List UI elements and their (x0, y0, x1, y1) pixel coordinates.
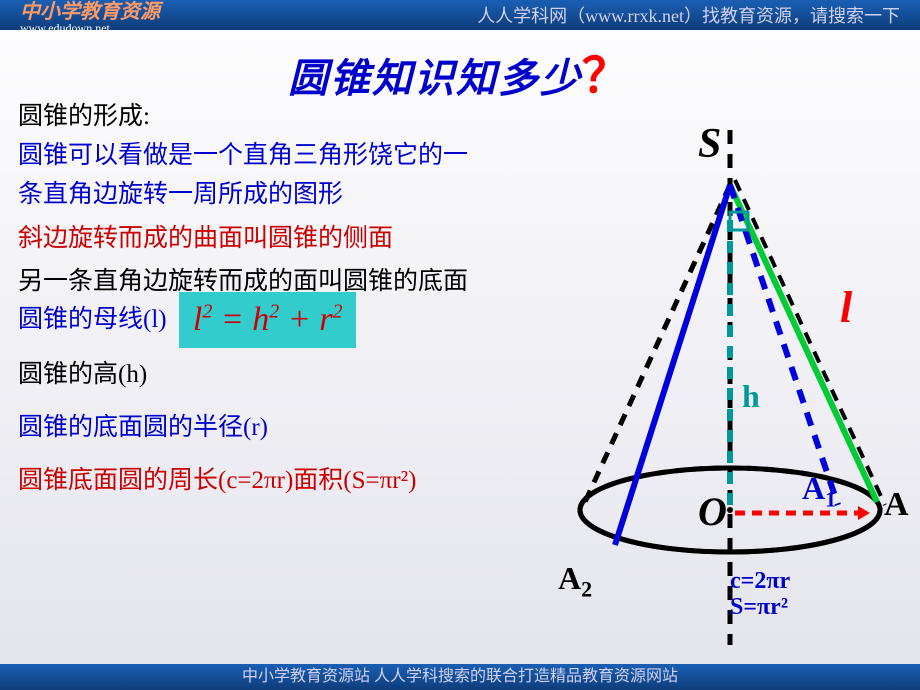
height-label: 圆锥的高(h) (18, 356, 478, 395)
label-l: l (840, 282, 852, 333)
left-slant-dashed (585, 185, 730, 502)
slide-body: 圆锥知识知多少？ 圆锥的形成: 圆锥可以看做是一个直角三角形饶它的一条直角边旋转… (0, 30, 920, 664)
center-point (727, 507, 733, 513)
label-s: S (698, 120, 721, 168)
cone-diagram: S l h O A A1 A2 c=2πr S=πr² (440, 90, 910, 650)
label-a: A (884, 486, 909, 524)
slant-label: 圆锥的母线(l) (18, 306, 167, 333)
label-circumference: c=2πr (730, 568, 790, 595)
label-h: h (742, 378, 760, 415)
formation-heading: 圆锥的形成: (18, 98, 478, 137)
blue-dashed-slant-sa1 (730, 185, 838, 505)
text-column: 圆锥的形成: 圆锥可以看做是一个直角三角形饶它的一条直角边旋转一周所成的图形 斜… (18, 98, 478, 501)
site-name: 中小学教育资源 (20, 1, 160, 23)
radius-arrowhead (858, 506, 870, 520)
bottom-footer-bar: 中小学教育资源站 人人学科搜索的联合打造精品教育资源网站 (0, 664, 920, 690)
lateral-face-text: 斜边旋转而成的曲面叫圆锥的侧面 (18, 220, 478, 259)
radius-label: 圆锥的底面圆的半径(r) (18, 409, 478, 448)
top-right-text: 人人学科网（www.rrxk.net）找教育资源，请搜索一下 (477, 2, 900, 28)
label-o: O (698, 488, 727, 535)
right-slant-dashed (735, 180, 885, 505)
perimeter-area-label: 圆锥底面圆的周长(c=2πr)面积(S=πr²) (18, 462, 478, 501)
pythagoras-formula: l2 = h2 + r2 (179, 292, 357, 349)
label-area: S=πr² (730, 594, 788, 621)
cone-svg (440, 90, 910, 650)
label-a2: A2 (558, 560, 592, 602)
right-slant-green (730, 185, 877, 502)
label-a1: A1 (802, 470, 836, 512)
formation-body: 圆锥可以看做是一个直角三角形饶它的一条直角边旋转一周所成的图形 (18, 137, 478, 215)
top-header-bar: 中小学教育资源 www.edudown.net 人人学科网（www.rrxk.n… (0, 0, 920, 30)
